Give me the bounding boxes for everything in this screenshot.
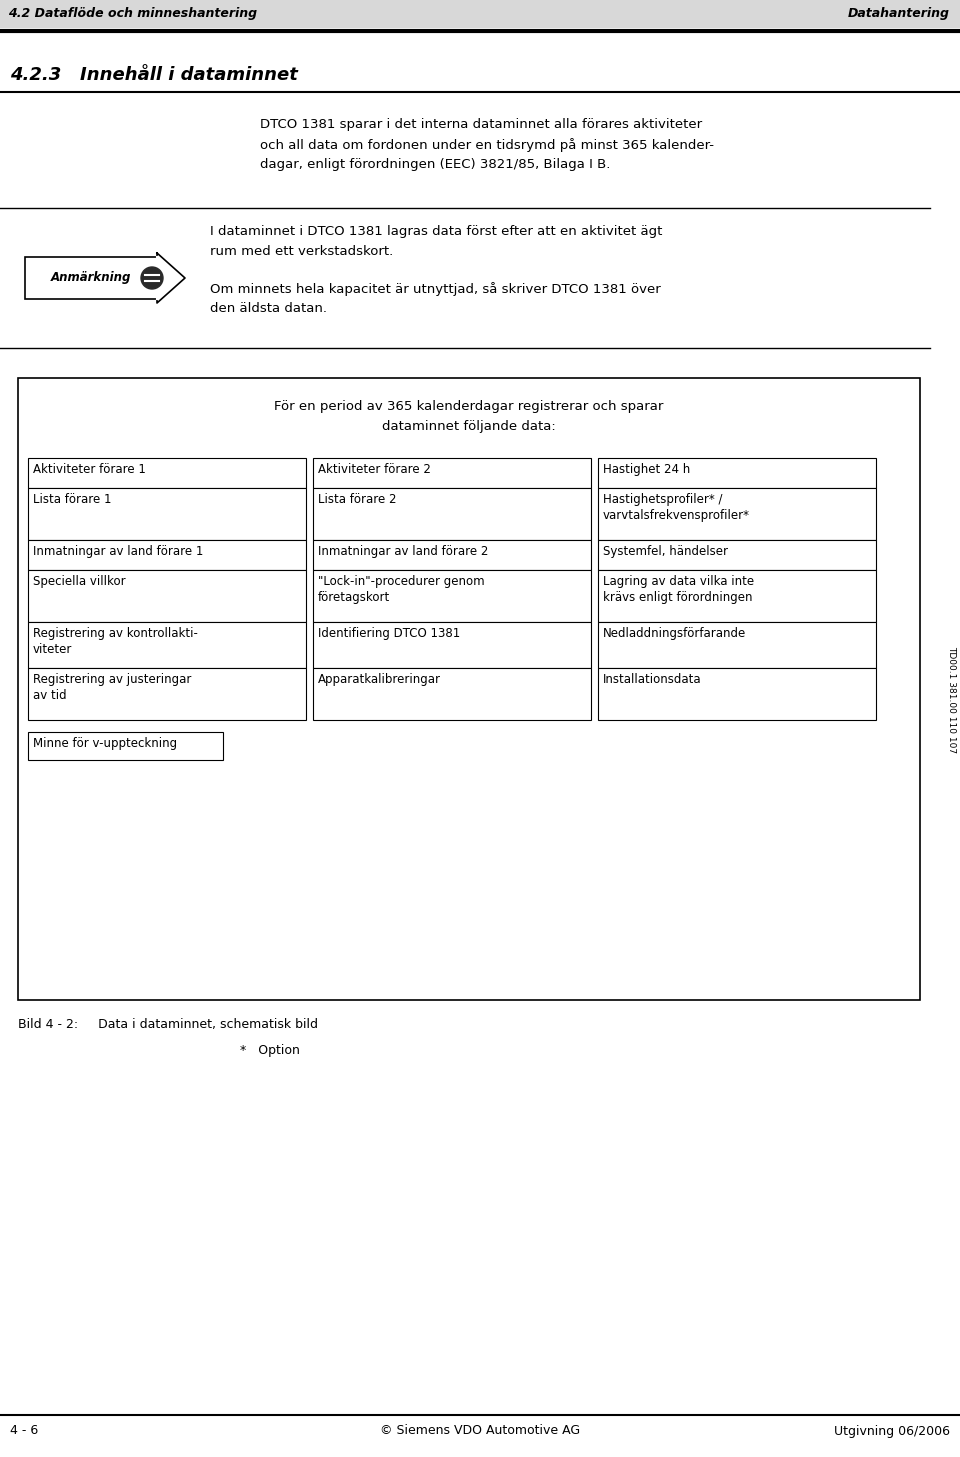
Bar [28,541,306,570]
Text: Aktiviteter förare 1: Aktiviteter förare 1 [33,463,146,476]
Bar [313,488,591,541]
Bar [28,570,306,622]
Text: Installationsdata: Installationsdata [603,673,702,686]
Bar [28,731,223,761]
Text: och all data om fordonen under en tidsrymd på minst 365 kalender-: och all data om fordonen under en tidsry… [260,138,714,152]
Bar [598,570,876,622]
Text: Aktiviteter förare 2: Aktiviteter förare 2 [318,463,431,476]
Text: Bild 4 - 2:     Data i dataminnet, schematisk bild: Bild 4 - 2: Data i dataminnet, schematis… [18,1018,318,1032]
Text: Lista förare 1: Lista förare 1 [33,492,111,506]
Text: Identifiering DTCO 1381: Identifiering DTCO 1381 [318,627,460,640]
Text: I dataminnet i DTCO 1381 lagras data först efter att en aktivitet ägt: I dataminnet i DTCO 1381 lagras data för… [210,224,662,237]
Text: TD00.1 381.00 110 107: TD00.1 381.00 110 107 [948,647,956,753]
Text: Minne för v-uppteckning: Minne för v-uppteckning [33,737,178,750]
Text: *   Option: * Option [240,1045,300,1056]
Text: Lista förare 2: Lista förare 2 [318,492,396,506]
Bar [25,256,157,299]
Text: "Lock-in"-procedurer genom
företagskort: "Lock-in"-procedurer genom företagskort [318,576,485,605]
Bar [0,0,960,28]
Circle shape [141,267,163,288]
Text: Lagring av data vilka inte
krävs enligt förordningen: Lagring av data vilka inte krävs enligt … [603,576,755,605]
Text: Registrering av justeringar
av tid: Registrering av justeringar av tid [33,673,191,702]
Text: 4.2.3   Innehåll i dataminnet: 4.2.3 Innehåll i dataminnet [10,66,298,85]
Bar [28,488,306,541]
Text: Hastighetsprofiler* /
varvtalsfrekvensprofiler*: Hastighetsprofiler* / varvtalsfrekvenspr… [603,492,750,522]
Text: Systemfel, händelser: Systemfel, händelser [603,545,728,558]
Bar [313,570,591,622]
Bar [598,541,876,570]
Text: den äldsta datan.: den äldsta datan. [210,302,327,315]
Bar [18,377,920,1000]
Text: 4.2 Dataflöde och minneshantering: 4.2 Dataflöde och minneshantering [8,7,257,20]
Text: dagar, enligt förordningen (EEC) 3821/85, Bilaga I B.: dagar, enligt förordningen (EEC) 3821/85… [260,157,611,170]
Text: Inmatningar av land förare 1: Inmatningar av land förare 1 [33,545,204,558]
Bar [313,541,591,570]
Text: Service only: Service only [55,520,865,880]
Bar [313,457,591,488]
Text: Om minnets hela kapacitet är utnyttjad, så skriver DTCO 1381 över: Om minnets hela kapacitet är utnyttjad, … [210,283,660,296]
Bar [28,457,306,488]
Text: Apparatkalibreringar: Apparatkalibreringar [318,673,441,686]
Bar [598,667,876,720]
Bar [598,457,876,488]
Text: Nedladdningsförfarande: Nedladdningsförfarande [603,627,746,640]
Bar [598,622,876,667]
Text: 4 - 6: 4 - 6 [10,1425,38,1438]
Bar [313,622,591,667]
Text: DTCO 1381 sparar i det interna dataminnet alla förares aktiviteter: DTCO 1381 sparar i det interna dataminne… [260,118,702,131]
Text: Datahantering: Datahantering [848,7,950,20]
Text: För en period av 365 kalenderdagar registrerar och sparar: För en period av 365 kalenderdagar regis… [275,401,663,412]
Text: Anmärkning: Anmärkning [51,271,132,284]
Text: dataminnet följande data:: dataminnet följande data: [382,420,556,433]
Text: Utgivning 06/2006: Utgivning 06/2006 [834,1425,950,1438]
Bar [28,622,306,667]
Bar [313,667,591,720]
Text: Registrering av kontrollakti-
viteter: Registrering av kontrollakti- viteter [33,627,198,656]
Text: © Siemens VDO Automotive AG: © Siemens VDO Automotive AG [380,1425,580,1438]
Polygon shape [157,254,185,303]
Text: Speciella villkor: Speciella villkor [33,576,126,589]
Text: Inmatningar av land förare 2: Inmatningar av land förare 2 [318,545,489,558]
Bar [28,667,306,720]
Text: Hastighet 24 h: Hastighet 24 h [603,463,690,476]
Text: rum med ett verkstadskort.: rum med ett verkstadskort. [210,245,394,258]
Bar [598,488,876,541]
